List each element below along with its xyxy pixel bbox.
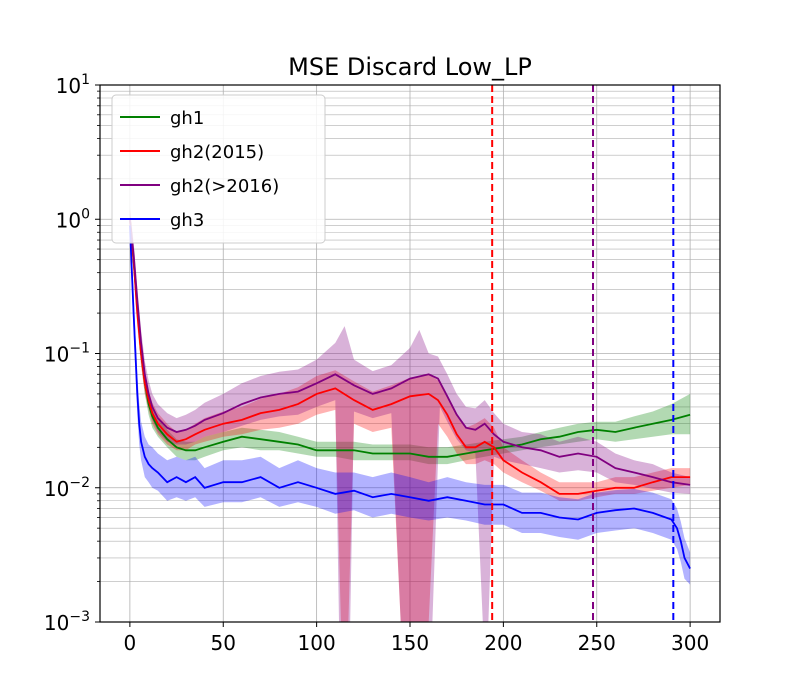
legend: gh1 gh2(2015) gh2(>2016) gh3 <box>111 94 326 244</box>
y-tick-label: 100 <box>56 206 90 232</box>
grid <box>100 85 720 623</box>
y-tick-label: 10−2 <box>44 475 90 501</box>
x-tick-label: 100 <box>298 631 336 655</box>
y-tick-label: 10−1 <box>44 341 90 367</box>
line-gh2(2015) <box>129 219 691 495</box>
line-gh2(>2016) <box>129 219 691 486</box>
legend-box <box>111 94 326 244</box>
x-tick-label: 300 <box>671 631 709 655</box>
x-tick-label: 150 <box>391 631 429 655</box>
series-lines <box>129 219 691 570</box>
band-gh2(2015) <box>129 208 691 622</box>
chart-title: MSE Discard Low_LP <box>288 53 532 81</box>
legend-label: gh2(>2016) <box>170 176 279 197</box>
vertical-markers <box>491 85 675 622</box>
axis-ticks: 0 50 100 150 200 250 300 101 100 10−1 10−2 10−3 <box>44 72 709 655</box>
legend-label: gh2(2015) <box>170 142 264 163</box>
confidence-bands <box>129 206 691 622</box>
legend-label: gh1 <box>170 108 204 129</box>
x-tick-label: 0 <box>124 631 137 655</box>
line-gh3 <box>129 225 691 570</box>
x-tick-label: 250 <box>578 631 616 655</box>
y-tick-label: 10−3 <box>44 609 90 635</box>
band-gh3 <box>129 211 691 585</box>
band-gh2(>2016) <box>129 206 691 622</box>
legend-label: gh3 <box>170 210 204 231</box>
y-tick-label: 101 <box>56 72 90 98</box>
x-tick-label: 200 <box>484 631 522 655</box>
line-gh1 <box>129 219 691 458</box>
band-gh1 <box>129 208 691 465</box>
x-tick-label: 50 <box>211 631 236 655</box>
